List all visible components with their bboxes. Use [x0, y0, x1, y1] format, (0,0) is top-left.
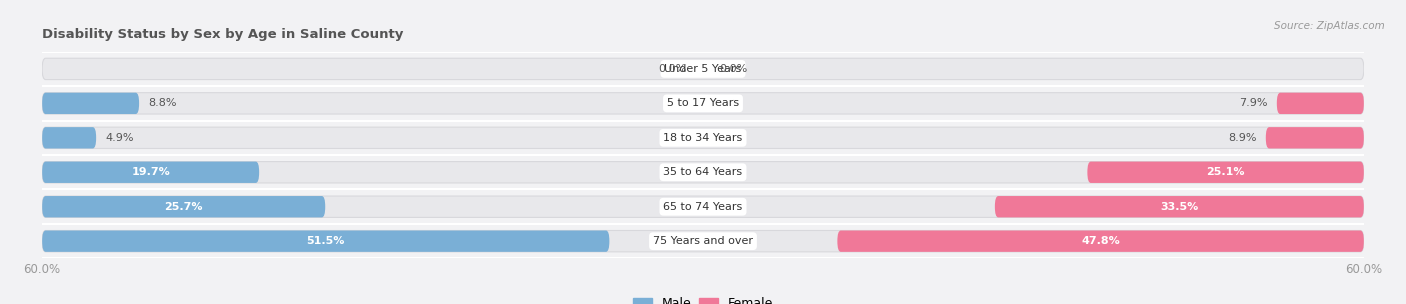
FancyBboxPatch shape	[42, 93, 1364, 114]
FancyBboxPatch shape	[42, 93, 139, 114]
Text: Under 5 Years: Under 5 Years	[665, 64, 741, 74]
Text: 0.0%: 0.0%	[658, 64, 686, 74]
Text: 75 Years and over: 75 Years and over	[652, 236, 754, 246]
FancyBboxPatch shape	[42, 230, 609, 252]
Text: 7.9%: 7.9%	[1240, 98, 1268, 108]
Text: 19.7%: 19.7%	[131, 167, 170, 177]
Text: 25.1%: 25.1%	[1206, 167, 1244, 177]
FancyBboxPatch shape	[1087, 162, 1364, 183]
Text: 8.8%: 8.8%	[148, 98, 176, 108]
Text: 65 to 74 Years: 65 to 74 Years	[664, 202, 742, 212]
Text: 4.9%: 4.9%	[105, 133, 134, 143]
FancyBboxPatch shape	[838, 230, 1364, 252]
Text: 8.9%: 8.9%	[1229, 133, 1257, 143]
FancyBboxPatch shape	[995, 196, 1364, 217]
Text: 18 to 34 Years: 18 to 34 Years	[664, 133, 742, 143]
FancyBboxPatch shape	[42, 58, 1364, 80]
FancyBboxPatch shape	[1277, 93, 1364, 114]
Legend: Male, Female: Male, Female	[630, 294, 776, 304]
FancyBboxPatch shape	[42, 127, 96, 148]
FancyBboxPatch shape	[42, 162, 259, 183]
Text: 51.5%: 51.5%	[307, 236, 344, 246]
Text: 25.7%: 25.7%	[165, 202, 202, 212]
FancyBboxPatch shape	[42, 127, 1364, 148]
Text: Source: ZipAtlas.com: Source: ZipAtlas.com	[1274, 21, 1385, 31]
Text: 47.8%: 47.8%	[1081, 236, 1121, 246]
Text: 35 to 64 Years: 35 to 64 Years	[664, 167, 742, 177]
FancyBboxPatch shape	[1265, 127, 1364, 148]
Text: Disability Status by Sex by Age in Saline County: Disability Status by Sex by Age in Salin…	[42, 28, 404, 41]
FancyBboxPatch shape	[42, 196, 325, 217]
Text: 33.5%: 33.5%	[1160, 202, 1198, 212]
FancyBboxPatch shape	[42, 162, 1364, 183]
Text: 5 to 17 Years: 5 to 17 Years	[666, 98, 740, 108]
FancyBboxPatch shape	[42, 196, 1364, 217]
FancyBboxPatch shape	[42, 230, 1364, 252]
Text: 0.0%: 0.0%	[720, 64, 748, 74]
